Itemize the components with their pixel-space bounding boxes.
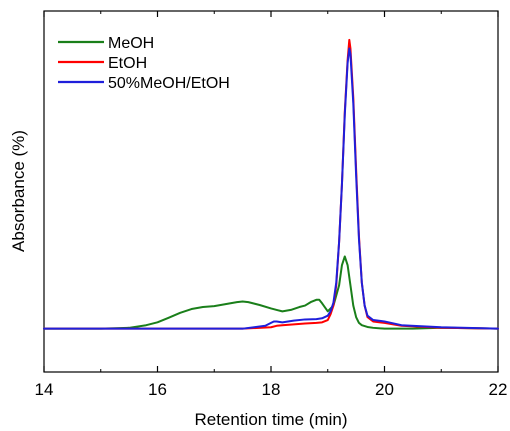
x-tick-labels: 14 16 18 20 22 <box>35 380 508 399</box>
x-tick-label: 16 <box>148 380 167 399</box>
legend-label: 50%MeOH/EtOH <box>108 75 230 92</box>
x-tick-label: 18 <box>262 380 281 399</box>
x-tick-label: 22 <box>489 380 508 399</box>
series-line-meoh <box>43 255 499 330</box>
x-tick-label: 14 <box>35 380 54 399</box>
tick-marks <box>43 11 499 372</box>
legend-label: MeOH <box>108 35 154 52</box>
y-axis-title: Absorbance (%) <box>9 130 28 252</box>
legend-label: EtOH <box>108 55 147 72</box>
series-line-50-meoh-etoh <box>43 47 499 330</box>
x-tick-label: 20 <box>375 380 394 399</box>
x-axis-title: Retention time (min) <box>194 410 347 429</box>
series-lines <box>43 38 499 330</box>
legend: MeOH EtOH 50%MeOH/EtOH <box>58 35 230 92</box>
